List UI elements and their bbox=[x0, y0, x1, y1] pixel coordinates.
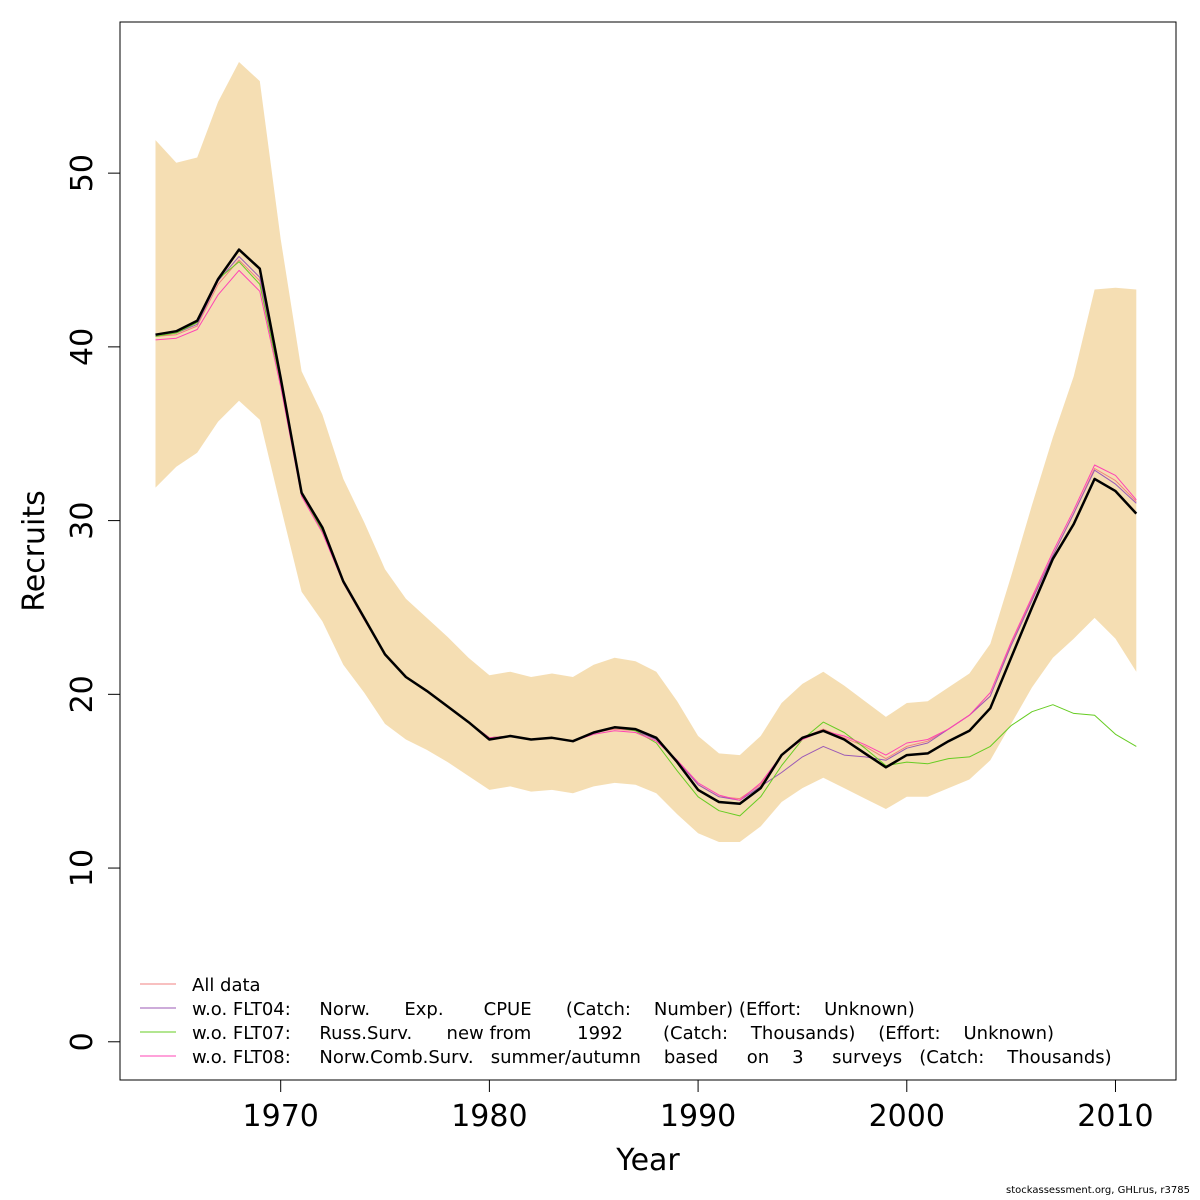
plot-frame bbox=[119, 21, 1177, 1081]
y-axis-label: Recruits bbox=[17, 490, 52, 612]
legend-label: All data bbox=[192, 975, 261, 996]
y-tick-label: 0 bbox=[65, 1032, 100, 1051]
legend-label: w.o. FLT07: Russ.Surv. new from 1992 (Ca… bbox=[192, 1023, 1054, 1044]
legend-label: w.o. FLT08: Norw.Comb.Surv. summer/autum… bbox=[192, 1047, 1112, 1068]
x-tick-label: 1990 bbox=[660, 1099, 736, 1134]
y-tick-label: 50 bbox=[65, 154, 100, 192]
series-line-4 bbox=[155, 269, 1137, 801]
y-axis: 0 10 20 30 40 50 bbox=[65, 154, 121, 1051]
credit-text: stockassessment.org, GHLrus, r3785 bbox=[1006, 1185, 1190, 1196]
y-tick-label: 10 bbox=[65, 849, 100, 887]
x-axis-label: Year bbox=[615, 1143, 680, 1178]
legend: All data w.o. FLT04: Norw. Exp. CPUE (Cat… bbox=[140, 975, 1112, 1068]
y-tick-label: 30 bbox=[65, 502, 100, 540]
y-tick-label: 20 bbox=[65, 675, 100, 713]
x-tick-label: 2010 bbox=[1077, 1099, 1153, 1134]
x-tick-label: 1980 bbox=[451, 1099, 527, 1134]
series-line-5 bbox=[155, 248, 1138, 806]
x-axis: 1970 1980 1990 2000 2010 bbox=[243, 1079, 1154, 1134]
confidence-band bbox=[155, 62, 1137, 842]
series-lines-layer bbox=[155, 248, 1138, 817]
confidence-band-layer bbox=[155, 62, 1137, 842]
y-tick-label: 40 bbox=[65, 328, 100, 366]
x-tick-label: 2000 bbox=[869, 1099, 945, 1134]
legend-label: w.o. FLT04: Norw. Exp. CPUE (Catch: Numb… bbox=[192, 999, 915, 1020]
x-tick-label: 1970 bbox=[243, 1099, 319, 1134]
